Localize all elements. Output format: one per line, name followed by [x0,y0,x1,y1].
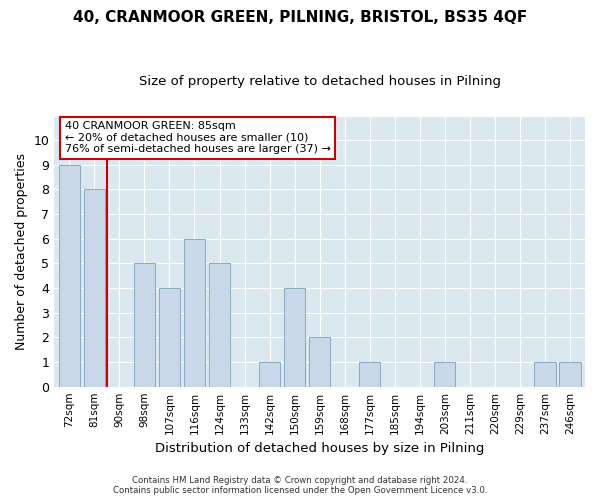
Text: Contains HM Land Registry data © Crown copyright and database right 2024.
Contai: Contains HM Land Registry data © Crown c… [113,476,487,495]
Text: 40, CRANMOOR GREEN, PILNING, BRISTOL, BS35 4QF: 40, CRANMOOR GREEN, PILNING, BRISTOL, BS… [73,10,527,25]
Bar [434,362,455,386]
Bar [259,362,280,386]
Text: 40 CRANMOOR GREEN: 85sqm
← 20% of detached houses are smaller (10)
76% of semi-d: 40 CRANMOOR GREEN: 85sqm ← 20% of detach… [65,121,331,154]
Bar [184,239,205,386]
Y-axis label: Number of detached properties: Number of detached properties [15,152,28,350]
Title: Size of property relative to detached houses in Pilning: Size of property relative to detached ho… [139,75,500,88]
Bar [559,362,581,386]
Bar [535,362,556,386]
X-axis label: Distribution of detached houses by size in Pilning: Distribution of detached houses by size … [155,442,484,455]
Bar [309,338,330,386]
Bar [59,165,80,386]
Bar [284,288,305,386]
Bar [84,190,105,386]
Bar [359,362,380,386]
Bar [209,264,230,386]
Bar [134,264,155,386]
Bar [159,288,180,386]
